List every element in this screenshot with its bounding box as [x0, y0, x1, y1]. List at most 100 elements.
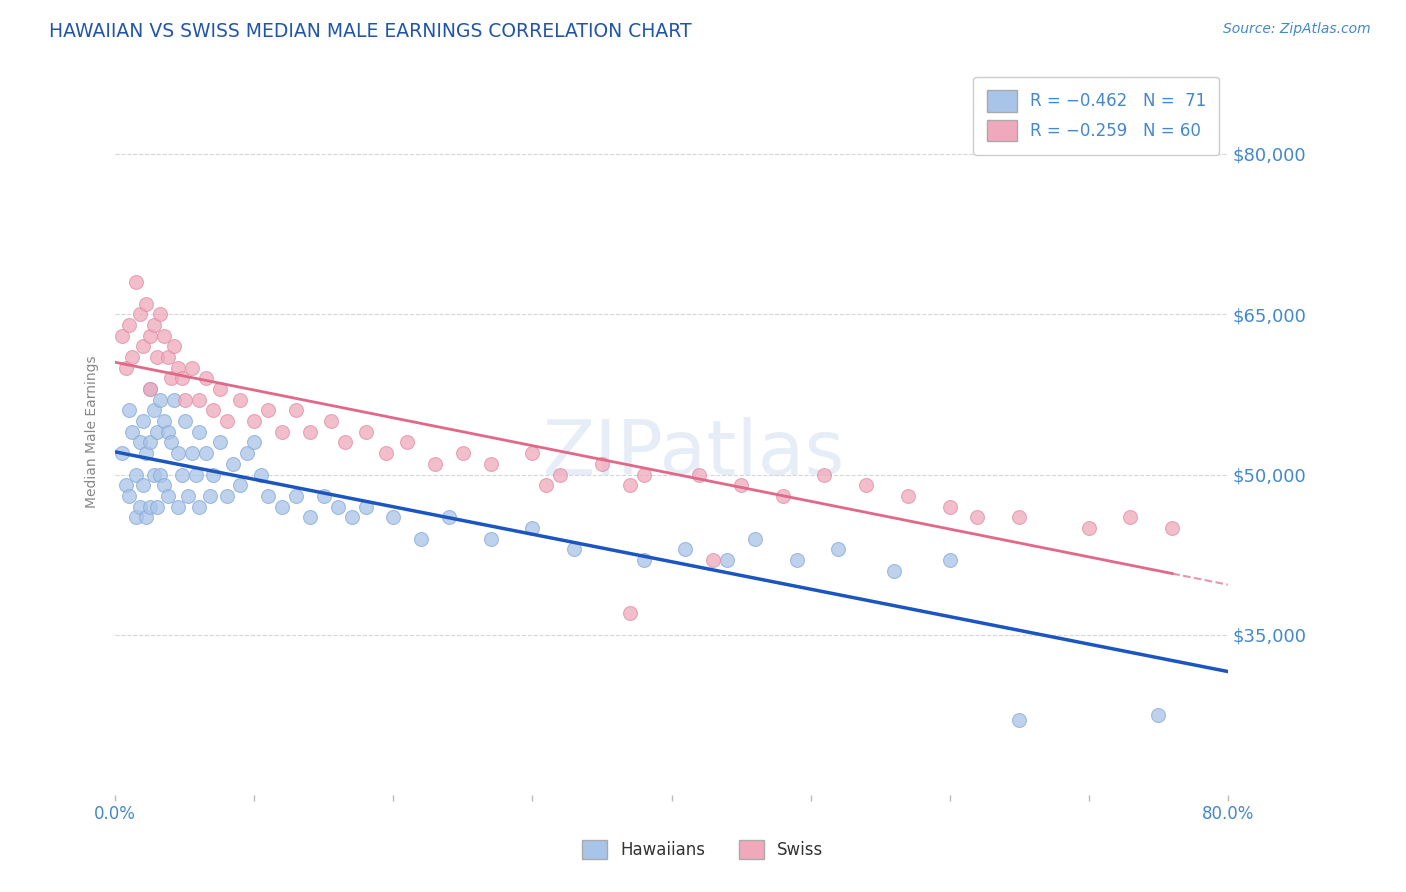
- Point: [827, 542, 849, 557]
- Text: ZIPatlas: ZIPatlas: [543, 417, 845, 491]
- Point: [149, 467, 172, 482]
- Point: [201, 467, 224, 482]
- Point: [257, 489, 280, 503]
- Point: [139, 500, 162, 514]
- Point: [772, 489, 794, 503]
- Point: [180, 446, 202, 460]
- Point: [285, 489, 308, 503]
- Point: [1008, 713, 1031, 727]
- Point: [319, 414, 342, 428]
- Point: [340, 510, 363, 524]
- Point: [198, 489, 221, 503]
- Point: [143, 467, 166, 482]
- Point: [111, 328, 134, 343]
- Point: [163, 339, 186, 353]
- Point: [243, 435, 266, 450]
- Point: [170, 371, 193, 385]
- Point: [153, 478, 176, 492]
- Point: [149, 392, 172, 407]
- Point: [132, 478, 155, 492]
- Point: [201, 403, 224, 417]
- Legend: R = −0.462   N =  71, R = −0.259   N = 60: R = −0.462 N = 71, R = −0.259 N = 60: [973, 77, 1219, 154]
- Point: [132, 414, 155, 428]
- Point: [184, 467, 207, 482]
- Text: Source: ZipAtlas.com: Source: ZipAtlas.com: [1223, 22, 1371, 37]
- Point: [730, 478, 752, 492]
- Point: [619, 478, 641, 492]
- Point: [271, 425, 294, 439]
- Point: [121, 425, 143, 439]
- Point: [157, 489, 180, 503]
- Point: [194, 371, 217, 385]
- Point: [257, 403, 280, 417]
- Point: [744, 532, 766, 546]
- Point: [479, 532, 502, 546]
- Point: [236, 446, 259, 460]
- Point: [157, 350, 180, 364]
- Point: [786, 553, 808, 567]
- Point: [187, 425, 209, 439]
- Point: [633, 553, 655, 567]
- Point: [118, 403, 141, 417]
- Point: [146, 500, 169, 514]
- Point: [966, 510, 988, 524]
- Point: [146, 350, 169, 364]
- Point: [675, 542, 697, 557]
- Point: [153, 414, 176, 428]
- Point: [1119, 510, 1142, 524]
- Point: [111, 446, 134, 460]
- Point: [633, 467, 655, 482]
- Point: [222, 457, 245, 471]
- Text: HAWAIIAN VS SWISS MEDIAN MALE EARNINGS CORRELATION CHART: HAWAIIAN VS SWISS MEDIAN MALE EARNINGS C…: [49, 22, 692, 41]
- Point: [396, 435, 419, 450]
- Point: [180, 360, 202, 375]
- Point: [1147, 707, 1170, 722]
- Point: [187, 392, 209, 407]
- Point: [115, 478, 138, 492]
- Point: [423, 457, 446, 471]
- Point: [716, 553, 738, 567]
- Point: [229, 478, 252, 492]
- Point: [143, 403, 166, 417]
- Point: [139, 328, 162, 343]
- Point: [1077, 521, 1099, 535]
- Point: [333, 435, 356, 450]
- Point: [312, 489, 335, 503]
- Point: [688, 467, 710, 482]
- Point: [298, 425, 321, 439]
- Point: [243, 414, 266, 428]
- Point: [250, 467, 273, 482]
- Point: [118, 318, 141, 332]
- Point: [938, 500, 960, 514]
- Point: [354, 500, 377, 514]
- Point: [143, 318, 166, 332]
- Point: [208, 382, 231, 396]
- Point: [153, 328, 176, 343]
- Point: [115, 360, 138, 375]
- Point: [229, 392, 252, 407]
- Point: [326, 500, 349, 514]
- Point: [271, 500, 294, 514]
- Point: [157, 425, 180, 439]
- Point: [135, 296, 157, 310]
- Point: [139, 382, 162, 396]
- Point: [298, 510, 321, 524]
- Point: [382, 510, 405, 524]
- Point: [118, 489, 141, 503]
- Point: [170, 467, 193, 482]
- Y-axis label: Median Male Earnings: Median Male Earnings: [86, 356, 100, 508]
- Point: [522, 521, 544, 535]
- Point: [129, 435, 152, 450]
- Point: [591, 457, 613, 471]
- Point: [215, 414, 238, 428]
- Point: [702, 553, 724, 567]
- Point: [897, 489, 920, 503]
- Point: [139, 382, 162, 396]
- Point: [536, 478, 558, 492]
- Point: [194, 446, 217, 460]
- Point: [132, 339, 155, 353]
- Point: [135, 446, 157, 460]
- Legend: Hawaiians, Swiss: Hawaiians, Swiss: [575, 833, 831, 866]
- Point: [176, 489, 198, 503]
- Point: [166, 500, 188, 514]
